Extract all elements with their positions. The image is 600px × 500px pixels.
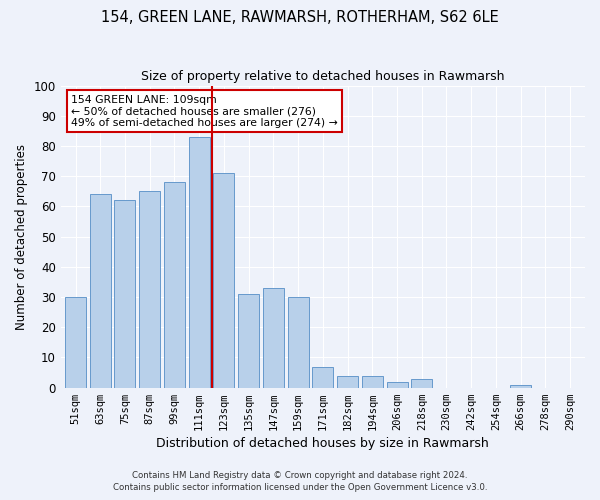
- Bar: [287, 297, 308, 388]
- Bar: [188, 137, 209, 388]
- Bar: [214, 173, 235, 388]
- Bar: [362, 376, 383, 388]
- Bar: [510, 384, 531, 388]
- Bar: [139, 192, 160, 388]
- X-axis label: Distribution of detached houses by size in Rawmarsh: Distribution of detached houses by size …: [157, 437, 489, 450]
- Bar: [337, 376, 358, 388]
- Text: 154, GREEN LANE, RAWMARSH, ROTHERHAM, S62 6LE: 154, GREEN LANE, RAWMARSH, ROTHERHAM, S6…: [101, 10, 499, 25]
- Bar: [238, 294, 259, 388]
- Title: Size of property relative to detached houses in Rawmarsh: Size of property relative to detached ho…: [141, 70, 505, 83]
- Y-axis label: Number of detached properties: Number of detached properties: [15, 144, 28, 330]
- Bar: [115, 200, 136, 388]
- Bar: [386, 382, 407, 388]
- Bar: [164, 182, 185, 388]
- Bar: [411, 378, 432, 388]
- Bar: [313, 366, 334, 388]
- Text: 154 GREEN LANE: 109sqm
← 50% of detached houses are smaller (276)
49% of semi-de: 154 GREEN LANE: 109sqm ← 50% of detached…: [71, 94, 338, 128]
- Bar: [90, 194, 111, 388]
- Bar: [263, 288, 284, 388]
- Bar: [65, 297, 86, 388]
- Text: Contains HM Land Registry data © Crown copyright and database right 2024.
Contai: Contains HM Land Registry data © Crown c…: [113, 471, 487, 492]
